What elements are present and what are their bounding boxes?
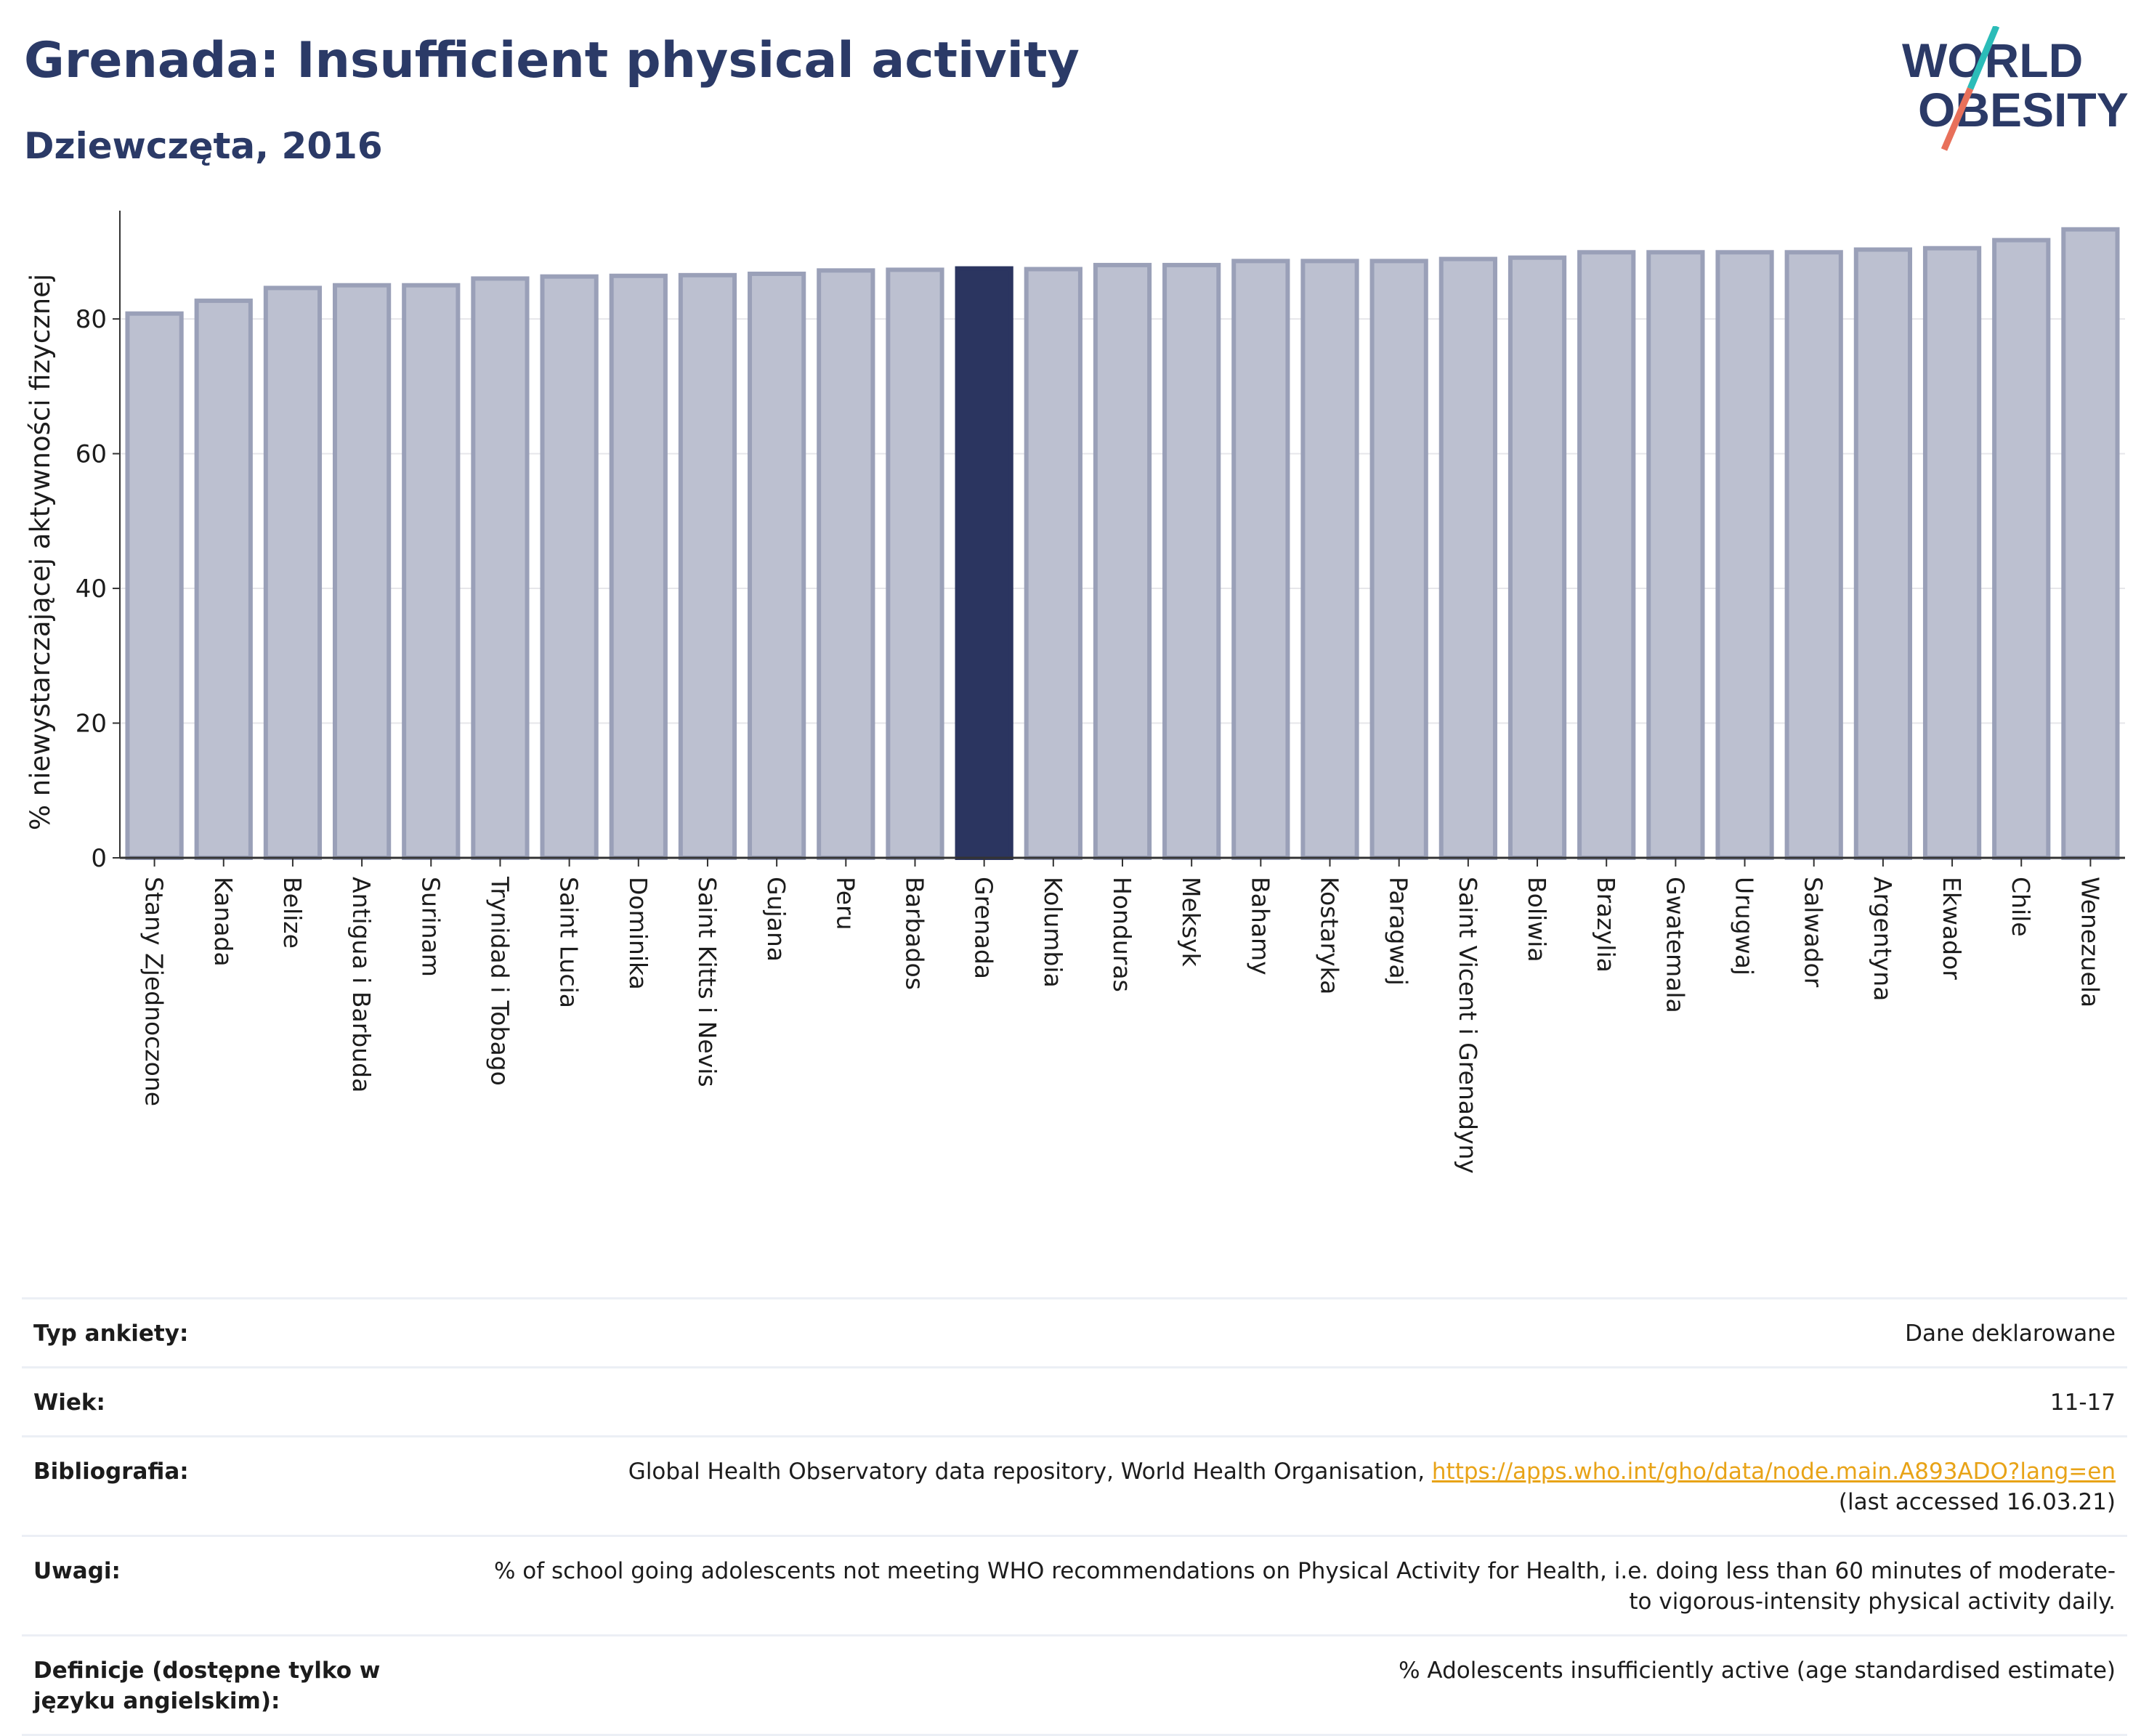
x-tick-label: Barbados — [900, 877, 928, 990]
bar — [263, 285, 323, 861]
x-tick-label: Chile — [2007, 877, 2035, 937]
info-value: Dane deklarowane — [1905, 1321, 2116, 1347]
info-key: Definicje (dostępne tylko w języku angie… — [33, 1658, 381, 1714]
x-tick-label: Wenezuela — [2076, 877, 2104, 1007]
x-tick-label: Surinam — [416, 877, 445, 977]
bar — [817, 268, 875, 861]
x-tick-label: Ekwador — [1938, 877, 1966, 980]
bar — [194, 299, 253, 860]
bar — [609, 273, 668, 861]
x-tick-label: Kanada — [209, 877, 238, 967]
x-tick-label: Saint Lucia — [555, 877, 583, 1008]
bar — [1992, 238, 2051, 860]
x-tick-label: Urugwaj — [1731, 877, 1759, 976]
bar — [1024, 267, 1082, 861]
y-tick-label: 40 — [76, 575, 107, 604]
x-tick-label: Peru — [831, 877, 859, 930]
x-tick-label: Gujana — [762, 877, 790, 962]
info-value: % Adolescents insufficiently active (age… — [1399, 1658, 2116, 1684]
x-tick-label: Kostaryka — [1316, 877, 1344, 994]
y-tick-label: 0 — [91, 844, 107, 873]
info-value: Global Health Observatory data repositor… — [481, 1437, 2127, 1536]
x-tick-label: Saint Vicent i Grenadyny — [1454, 877, 1482, 1174]
bar — [1715, 250, 1774, 860]
bibliography-text: Global Health Observatory data repositor… — [628, 1459, 1432, 1485]
logo-slash-coral — [1940, 87, 1974, 151]
bar — [332, 283, 392, 861]
logo-slash-teal — [1967, 26, 2000, 90]
x-tick-label: Bahamy — [1246, 877, 1274, 976]
bar — [1438, 256, 1497, 861]
category-labels: Stany Zjednoczone Kanada Belize Antigua i B… — [140, 876, 2105, 1174]
x-tick-label: Dominika — [624, 877, 652, 990]
axes: 0 20 40 60 80 — [76, 211, 2125, 873]
y-axis-label: % niewystarczającej aktywności fizycznej — [25, 274, 56, 830]
x-tick-label: Antigua i Barbuda — [347, 877, 376, 1092]
bars — [125, 227, 2120, 861]
info-row-bibliography: Bibliografia: Global Health Observatory … — [22, 1436, 2127, 1536]
x-tick-label: Gwatemala — [1661, 877, 1689, 1013]
info-value: % of school going adolescents not meetin… — [493, 1558, 2116, 1615]
info-key: Bibliografia: — [33, 1459, 189, 1485]
chart-subtitle: Dziewczęta, 2016 — [24, 125, 383, 167]
info-key: Wiek: — [33, 1390, 105, 1416]
bar — [1784, 250, 1843, 860]
bar — [2061, 227, 2120, 860]
bar — [1093, 262, 1152, 861]
x-tick-label: Salwador — [1800, 877, 1828, 988]
bar — [1507, 255, 1567, 860]
info-table: Typ ankiety: Dane deklarowane Wiek: 11-1… — [22, 1297, 2127, 1736]
info-row-definitions: Definicje (dostępne tylko w języku angie… — [22, 1635, 2127, 1735]
bar — [1646, 250, 1705, 860]
bar — [125, 311, 184, 860]
info-row-notes: Uwagi: % of school going adolescents not… — [22, 1536, 2127, 1636]
bar — [1853, 247, 1913, 860]
y-tick-label: 80 — [76, 305, 107, 334]
bar — [1577, 250, 1636, 860]
x-tick-label: Stany Zjednoczone — [140, 877, 169, 1106]
info-row-survey-type: Typ ankiety: Dane deklarowane — [22, 1298, 2127, 1368]
bar — [471, 276, 530, 861]
bar — [1369, 259, 1428, 861]
x-tick-label: Honduras — [1108, 877, 1136, 992]
bar — [1922, 246, 1982, 860]
source-link[interactable]: https://apps.who.int/gho/data/node.main.… — [1431, 1459, 2116, 1485]
bar — [1231, 259, 1290, 861]
y-tick-label: 60 — [76, 440, 107, 469]
bar — [748, 271, 806, 861]
bar-highlighted — [955, 266, 1013, 861]
bar — [402, 283, 461, 861]
x-tick-label: Brazylia — [1592, 877, 1620, 973]
bar — [886, 267, 944, 861]
bar — [1300, 259, 1359, 861]
bar — [540, 274, 599, 861]
bar — [1162, 262, 1221, 861]
last-accessed: (last accessed 16.03.21) — [1838, 1489, 2116, 1515]
x-tick-label: Paragwaj — [1385, 877, 1413, 986]
x-tick-label: Saint Kitts i Nevis — [693, 877, 721, 1087]
info-row-age: Wiek: 11-17 — [22, 1367, 2127, 1437]
world-obesity-logo: WORLD OBESITY — [1902, 26, 2129, 151]
bar-chart: 0 20 40 60 80 Stany Zjednoczone Kanada Belize A… — [25, 211, 2125, 1174]
info-value: 11-17 — [2049, 1390, 2116, 1416]
x-tick-label: Boliwia — [1523, 877, 1551, 962]
x-tick-label: Kolumbia — [1039, 877, 1067, 988]
x-tick-label: Grenada — [970, 877, 998, 979]
chart-title: Grenada: Insufficient physical activity — [24, 32, 1080, 89]
y-tick-label: 20 — [76, 710, 107, 739]
x-tick-label: Argentyna — [1869, 877, 1897, 1001]
info-key: Uwagi: — [33, 1558, 121, 1584]
bar — [678, 272, 737, 861]
x-tick-label: Meksyk — [1177, 877, 1205, 968]
x-tick-label: Belize — [278, 877, 307, 949]
x-tick-label: Trynidad i Tobago — [485, 876, 514, 1086]
info-key: Typ ankiety: — [33, 1321, 189, 1347]
